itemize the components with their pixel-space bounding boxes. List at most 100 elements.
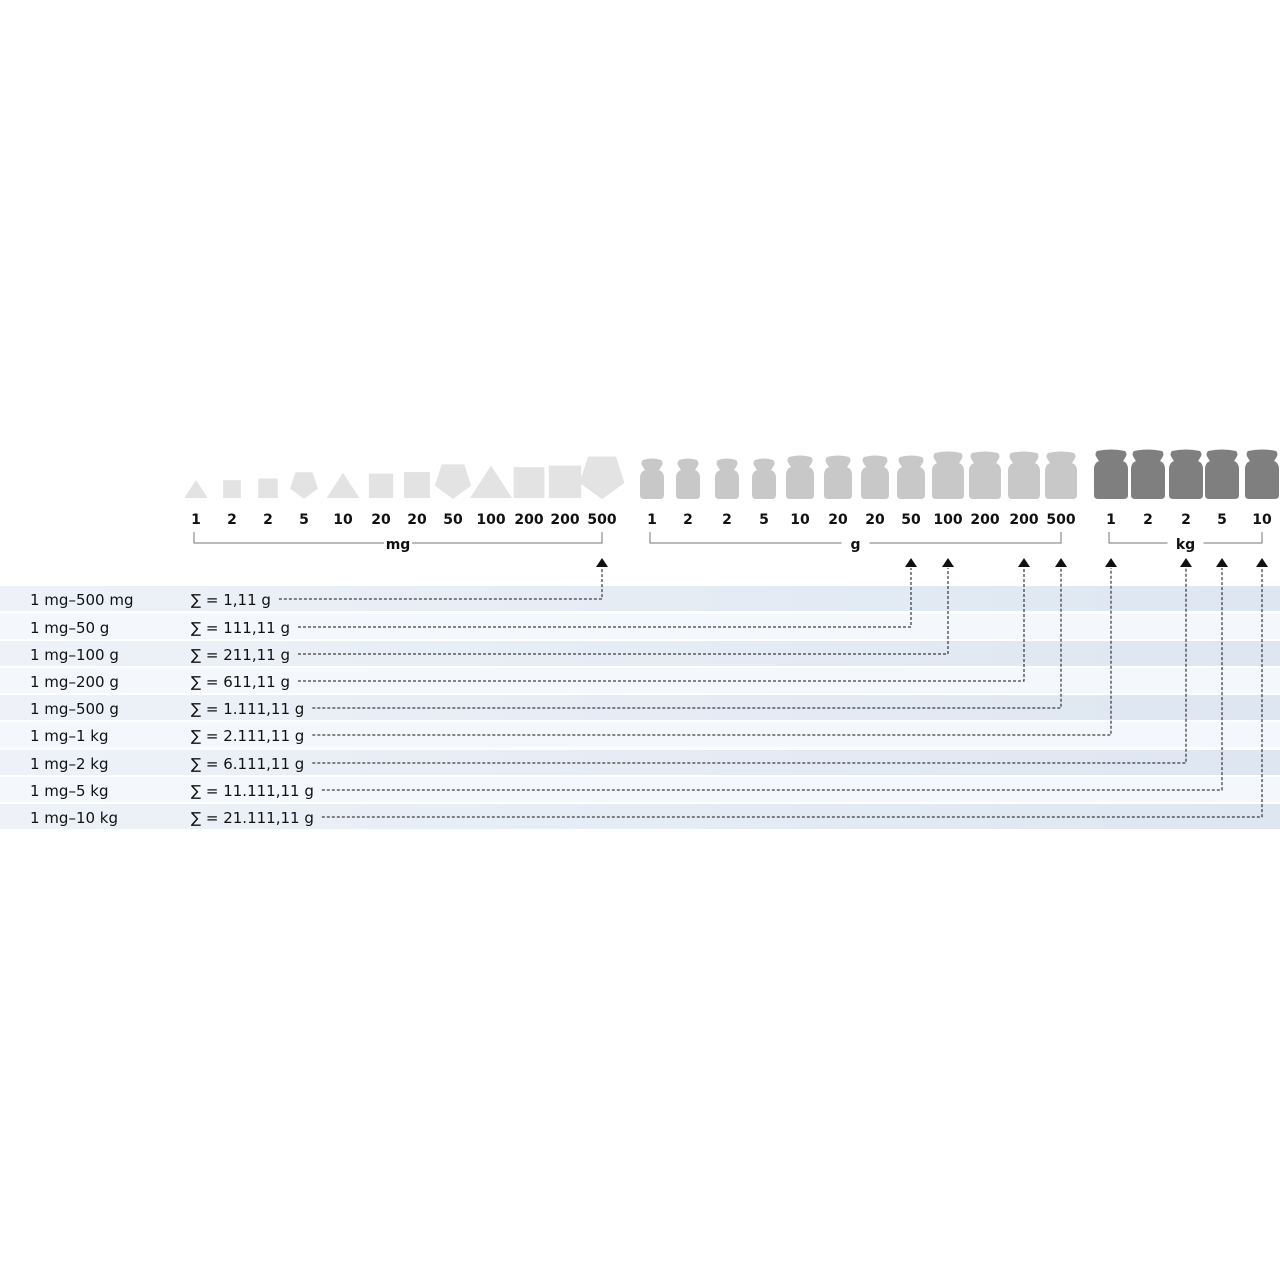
dashed-connector — [321, 568, 1263, 818]
set-row: 1 mg–500 mg ∑ = 1,11 g — [30, 558, 608, 609]
weight-label: 20 — [828, 512, 848, 528]
weight-label: 10 — [790, 512, 810, 528]
dashed-connector — [298, 568, 912, 628]
set-row: 1 mg–200 g ∑ = 611,11 g — [30, 558, 1030, 691]
arrow-up-icon — [1216, 558, 1228, 567]
weight-label: 5 — [299, 512, 309, 528]
weight-label: 200 — [970, 512, 999, 528]
set-range: 1 mg–500 g — [30, 700, 119, 718]
weight-label: 50 — [443, 512, 463, 528]
weight-label: 10 — [1252, 512, 1272, 528]
set-row: 1 mg–500 g ∑ = 1.111,11 g — [30, 558, 1067, 718]
weight-label: 5 — [759, 512, 769, 528]
cylinder-weight-icon — [824, 455, 852, 499]
weight-label: 200 — [1009, 512, 1038, 528]
set-row: 1 mg–5 kg ∑ = 11.111,11 g — [30, 558, 1228, 800]
set-range: 1 mg–500 mg — [30, 591, 133, 609]
row-band — [0, 804, 1280, 829]
cylinder-weight-icon — [1245, 449, 1279, 499]
cylinder-weight-icon — [676, 458, 700, 499]
set-rows: 1 mg–500 mg ∑ = 1,11 g 1 mg–50 g ∑ = 111,11… — [30, 558, 1268, 827]
weight-label: 2 — [1143, 512, 1153, 528]
weight-label: 500 — [1046, 512, 1075, 528]
arrow-up-icon — [596, 558, 608, 567]
set-row: 1 mg–50 g ∑ = 111,11 g — [30, 558, 917, 637]
weight-label: 2 — [722, 512, 732, 528]
weight-label: 500 — [587, 512, 616, 528]
cylinder-weight-icon — [932, 451, 964, 499]
square-weight-icon — [404, 472, 430, 498]
cylinder-weight-icon — [1008, 451, 1040, 499]
square-weight-icon — [548, 465, 582, 498]
cylinder-weight-icon — [1205, 449, 1239, 499]
set-row: 1 mg–10 kg ∑ = 21.111,11 g — [30, 558, 1268, 827]
triangle-weight-icon — [469, 465, 513, 498]
weight-label: 2 — [263, 512, 273, 528]
set-row: 1 mg–100 g ∑ = 211,11 g — [30, 558, 954, 664]
weights: 1 2 2 5 10 20 20 50 100 200 200 500 mg 1 2 2 5 10 20 20 50 10… — [184, 449, 1279, 553]
weight-label: 20 — [865, 512, 885, 528]
arrow-up-icon — [1055, 558, 1067, 567]
weight-label: 10 — [333, 512, 353, 528]
set-row: 1 mg–2 kg ∑ = 6.111,11 g — [30, 558, 1192, 773]
cylinder-weight-icon — [1169, 449, 1203, 499]
set-sum: ∑ = 111,11 g — [191, 619, 290, 637]
arrow-up-icon — [905, 558, 917, 567]
weight-label: 50 — [901, 512, 921, 528]
dashed-connector — [312, 568, 1062, 709]
triangle-weight-icon — [326, 472, 360, 498]
unit-label: g — [850, 537, 860, 553]
weight-group-mg: 1 2 2 5 10 20 20 50 100 200 200 500 mg — [184, 456, 625, 553]
pentagon-weight-icon — [579, 456, 625, 500]
cylinder-weight-icon — [1094, 449, 1128, 499]
square-weight-icon — [368, 473, 394, 498]
triangle-weight-icon — [184, 480, 208, 498]
square-weight-icon — [513, 467, 545, 498]
unit-label: mg — [386, 537, 411, 553]
cylinder-weight-icon — [786, 455, 814, 499]
cylinder-weight-icon — [897, 455, 925, 499]
weight-label: 1 — [191, 512, 201, 528]
weight-label: 100 — [476, 512, 505, 528]
dashed-connector — [298, 568, 1025, 682]
set-sum: ∑ = 11.111,11 g — [191, 782, 314, 800]
row-band — [0, 777, 1280, 802]
set-sum: ∑ = 6.111,11 g — [191, 755, 304, 773]
cylinder-weight-icon — [1045, 451, 1077, 499]
cylinder-weight-icon — [752, 458, 776, 499]
unit-bracket — [649, 532, 1062, 544]
cylinder-weight-icon — [861, 455, 889, 499]
weight-label: 200 — [514, 512, 543, 528]
set-sum: ∑ = 211,11 g — [191, 646, 290, 664]
square-weight-icon — [223, 480, 241, 498]
set-sum: ∑ = 1.111,11 g — [191, 700, 304, 718]
set-sum: ∑ = 2.111,11 g — [191, 727, 304, 745]
set-range: 1 mg–200 g — [30, 673, 119, 691]
dashed-connector — [321, 568, 1223, 791]
dashed-connector — [312, 568, 1112, 736]
unit-bracket — [1108, 532, 1263, 544]
set-sum: ∑ = 611,11 g — [191, 673, 290, 691]
cylinder-weight-icon — [969, 451, 1001, 499]
unit-label: kg — [1176, 537, 1195, 553]
weight-label: 1 — [1106, 512, 1116, 528]
weight-label: 20 — [371, 512, 391, 528]
set-sum: ∑ = 21.111,11 g — [191, 809, 314, 827]
pentagon-weight-icon — [434, 464, 472, 499]
arrow-up-icon — [1018, 558, 1030, 567]
dashed-connector — [312, 568, 1187, 764]
dashed-connector — [278, 568, 603, 600]
square-weight-icon — [258, 478, 278, 498]
row-band — [0, 586, 1280, 611]
set-range: 1 mg–1 kg — [30, 727, 108, 745]
set-row: 1 mg–1 kg ∑ = 2.111,11 g — [30, 558, 1117, 745]
arrow-up-icon — [942, 558, 954, 567]
cylinder-weight-icon — [715, 458, 739, 499]
weight-label: 20 — [407, 512, 427, 528]
arrow-up-icon — [1105, 558, 1117, 567]
weight-group-kg: 1 2 2 5 10 kg — [1094, 449, 1279, 553]
weight-label: 100 — [933, 512, 962, 528]
unit-bracket — [193, 532, 603, 544]
weight-group-g: 1 2 2 5 10 20 20 50 100 200 200 500 g — [640, 451, 1077, 553]
